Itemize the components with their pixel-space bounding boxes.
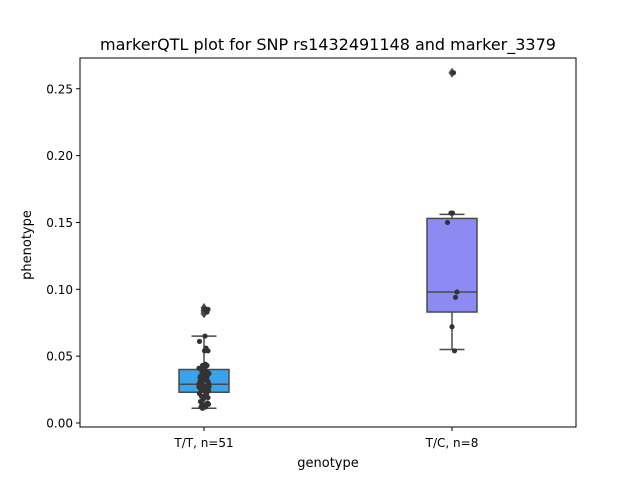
x-axis-ticks: T/T, n=51 T/C, n=8	[173, 427, 478, 450]
y-axis-ticks: 0.00 0.05 0.10 0.15 0.20 0.25	[46, 82, 80, 430]
x-tick-label: T/T, n=51	[173, 436, 233, 450]
y-tick-label: 0.25	[46, 82, 73, 96]
x-tick-label: T/C, n=8	[425, 436, 479, 450]
data-point	[206, 384, 212, 390]
data-point	[205, 348, 211, 354]
data-point	[452, 294, 459, 300]
data-point	[204, 373, 210, 379]
data-point	[450, 70, 457, 76]
data-point	[202, 361, 209, 367]
box-group	[426, 67, 478, 351]
data-point	[205, 306, 211, 312]
y-axis-label: phenotype	[20, 210, 35, 280]
data-point	[196, 381, 202, 387]
data-point	[449, 210, 456, 216]
data-point	[200, 382, 207, 389]
data-point	[202, 333, 208, 339]
box-iqr	[426, 217, 478, 313]
y-tick-label: 0.15	[46, 216, 73, 230]
data-point	[198, 404, 204, 410]
data-point	[200, 396, 207, 402]
data-point	[449, 324, 455, 330]
data-point	[444, 219, 451, 226]
data-point	[197, 374, 203, 381]
x-axis-label: genotype	[297, 456, 358, 471]
data-point	[451, 348, 458, 354]
data-point	[205, 388, 212, 394]
data-point	[205, 394, 211, 401]
y-tick-label: 0.10	[46, 283, 73, 297]
data-point	[198, 365, 205, 371]
plot-frame	[79, 57, 577, 428]
y-tick-label: 0.05	[46, 350, 73, 364]
point-layer	[196, 70, 460, 411]
data-point	[196, 338, 203, 345]
data-point	[202, 404, 209, 410]
y-tick-label: 0.00	[46, 416, 73, 430]
chart-title: markerQTL plot for SNP rs1432491148 and …	[100, 35, 556, 55]
y-tick-label: 0.20	[46, 149, 73, 163]
data-point	[454, 289, 460, 295]
